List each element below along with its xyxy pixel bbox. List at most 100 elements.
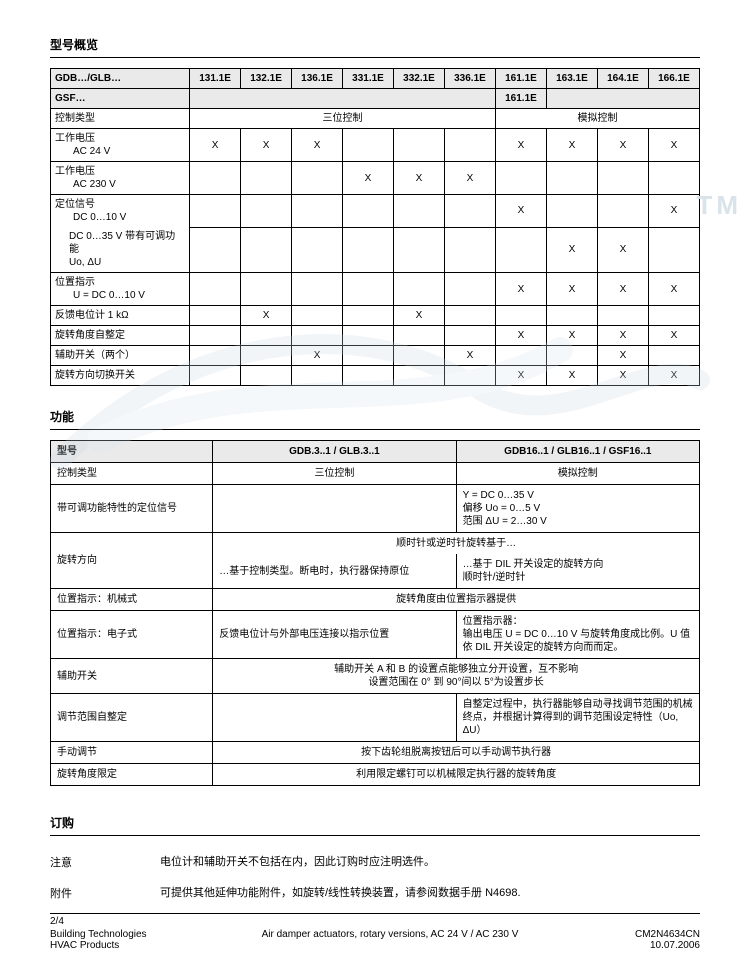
t1-r2-9 [648,162,699,195]
rule-2 [50,429,700,430]
t1-r3-0 [190,195,241,228]
t1-col-5: 336.1E [444,69,495,89]
t1-r4-7: X [546,227,597,273]
t1-r7-7: X [546,326,597,346]
t1-r8-3 [343,346,394,366]
t2-r5-span: 辅助开关 A 和 B 的设置点能够独立分开设置，互不影响 设置范围在 0° 到 … [213,659,700,694]
t1-r9-l: 旋转方向切换开关 [51,366,190,386]
t1-r5-4 [394,273,445,306]
t2-r6-b: 自整定过程中，执行器能够自动寻找调节范围的机械终点，并根据计算得到的调节范围设定… [456,694,699,742]
ordering-acc-label: 附件 [50,885,160,902]
t2-r1-l: 带可调功能特性的定位信号 [51,485,213,533]
t2-r4-a: 反馈电位计与外部电压连接以指示位置 [213,611,456,659]
t2-r3-span: 旋转角度由位置指示器提供 [213,589,700,611]
ordering-acc-row: 附件 可提供其他延伸功能附件，如旋转/线性转换装置，请参阅数据手册 N4698. [50,885,700,902]
t2-r3-l: 位置指示：机械式 [51,589,213,611]
t1-r1-sub: AC 24 V [55,146,110,157]
table-functions: 型号 GDB.3..1 / GLB.3..1 GDB16..1 / GLB16.… [50,440,700,786]
t1-r7-3 [343,326,394,346]
t1-r3-2 [292,195,343,228]
footer-left: Building Technologies HVAC Products [50,929,200,951]
t1-r9-4 [394,366,445,386]
t1-r2-7 [546,162,597,195]
ordering-acc-text: 可提供其他延伸功能附件，如旋转/线性转换装置，请参阅数据手册 N4698. [160,885,700,902]
t2-r2-l: 旋转方向 [51,533,213,589]
t1-r5-6: X [495,273,546,306]
t1-r3-7 [546,195,597,228]
ordering-note-text: 电位计和辅助开关不包括在内，因此订购时应注明选件。 [160,854,700,871]
t1-r2-0 [190,162,241,195]
t1-r4-5 [444,227,495,273]
t1-r6-1: X [241,306,292,326]
t2-r4-b: 位置指示器： 输出电压 U = DC 0…10 V 与旋转角度成比例。U 值依 … [456,611,699,659]
t1-head2: GSF… [51,89,190,109]
t1-r3-4 [394,195,445,228]
t1-r3-9: X [648,195,699,228]
t1-r4-l: DC 0…35 V 带有可调功能 Uo, ΔU [51,227,190,273]
page: TM 型号概览 GDB…/GLB… 131.1E 132.1E 136.1E 3… [0,0,750,971]
t1-r2-4: X [394,162,445,195]
t1-r5-3 [343,273,394,306]
t1-r6-8 [597,306,648,326]
t1-head1: GDB…/GLB… [51,69,190,89]
t2-r0-l: 控制类型 [51,463,213,485]
t2-head: 型号 [51,441,213,463]
t1-r0-b: 模拟控制 [495,109,699,129]
t1-r8-1 [241,346,292,366]
t1-r4-4 [394,227,445,273]
t1-r6-3 [343,306,394,326]
t1-r9-6: X [495,366,546,386]
t1-r3-sub: DC 0…10 V [55,212,126,223]
t1-r2-3: X [343,162,394,195]
t2-r7-span: 按下齿轮组脱离按钮后可以手动调节执行器 [213,742,700,764]
t1-r0-l: 控制类型 [51,109,190,129]
t1-r7-l: 旋转角度自整定 [51,326,190,346]
t1-r9-5 [444,366,495,386]
t1-r1-l: 工作电压AC 24 V [51,129,190,162]
t1-gsf-blank [190,89,496,109]
t1-r5-1 [241,273,292,306]
t1-r7-4 [394,326,445,346]
t1-r8-9 [648,346,699,366]
t1-r2-l: 工作电压AC 230 V [51,162,190,195]
t1-r4-9 [648,227,699,273]
t1-r3-lab: 定位信号 [55,199,95,210]
t2-r8-l: 旋转角度限定 [51,764,213,786]
t2-r2-a: …基于控制类型。断电时，执行器保持原位 [213,554,456,589]
functions-title: 功能 [50,408,700,425]
t1-r1-3 [343,129,394,162]
t1-col-9: 166.1E [648,69,699,89]
t1-r3-3 [343,195,394,228]
t1-r6-7 [546,306,597,326]
t1-r9-0 [190,366,241,386]
t1-r7-2 [292,326,343,346]
t1-r2-2 [292,162,343,195]
t1-r1-4 [394,129,445,162]
t1-r3-l: 定位信号 DC 0…10 V [51,195,190,228]
t1-r8-5: X [444,346,495,366]
t1-r7-8: X [597,326,648,346]
t1-col-3: 331.1E [343,69,394,89]
t2-r0-b: 模拟控制 [456,463,699,485]
t1-r9-3 [343,366,394,386]
t1-r1-6: X [495,129,546,162]
t1-col-0: 131.1E [190,69,241,89]
t2-r1-a [213,485,456,533]
table-overview: GDB…/GLB… 131.1E 132.1E 136.1E 331.1E 33… [50,68,700,386]
t1-r1-8: X [597,129,648,162]
t1-r5-0 [190,273,241,306]
t1-r5-l: 位置指示U = DC 0…10 V [51,273,190,306]
t1-r7-6: X [495,326,546,346]
footer-left-1: Building Technologies [50,929,200,940]
t1-r9-8: X [597,366,648,386]
t1-r2-8 [597,162,648,195]
t2-r8-span: 利用限定螺钉可以机械限定执行器的旋转角度 [213,764,700,786]
t1-r5-7: X [546,273,597,306]
t1-r6-2 [292,306,343,326]
t2-r4-l: 位置指示：电子式 [51,611,213,659]
t1-r5-5 [444,273,495,306]
t1-r6-0 [190,306,241,326]
t2-r1-b: Y = DC 0…35 V 偏移 Uo = 0…5 V 范围 ΔU = 2…30… [456,485,699,533]
t1-r7-9: X [648,326,699,346]
t1-r9-7: X [546,366,597,386]
